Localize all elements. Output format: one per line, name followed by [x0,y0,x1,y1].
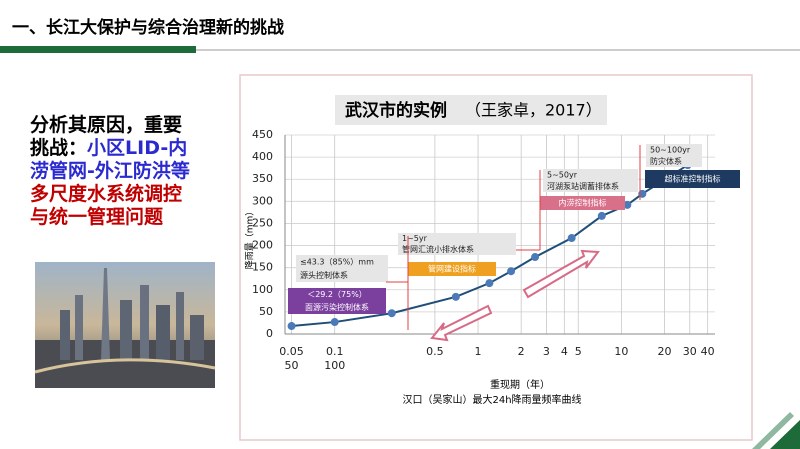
point [451,292,460,301]
annotation-box [645,170,740,188]
left-text-segment: 小区LID-内 [87,136,187,159]
annotation-text: 5~50yr [547,170,578,179]
x-tick-sublabel: 50 [285,359,299,372]
annotation-box [296,255,388,282]
y-tick-label: 450 [252,128,273,141]
left-text-segment: 涝管网-外江防洪等 [30,159,190,182]
annotation-text: 防灾体系 [650,156,682,166]
left-text-segment: 多尺度水系统调控 [30,182,182,205]
arrow-down [430,304,493,342]
point [567,234,576,243]
x-tick-label: 0.05 [279,345,304,358]
annotation-text: 内涝控制指标 [559,198,607,208]
annotation-box [543,169,638,192]
x-tick-label: 5 [575,345,582,358]
annotation-text: 50~100yr [650,145,691,154]
city-photo [34,262,216,388]
x-tick-label: 4 [561,345,568,358]
point [531,253,540,262]
annotation-text: 源头控制体系 [300,270,348,280]
left-text-line: 多尺度水系统调控 [30,182,182,205]
y-tick-label: 0 [266,327,273,340]
left-text-segment: 分析其原因，重要 [30,113,182,136]
x-tick-label: 1 [475,345,482,358]
x-axis-label: 重现期（年） [490,378,550,391]
annotation-box [398,233,516,255]
x-tick-label: 0.1 [326,345,344,358]
y-tick-label: 400 [252,150,273,163]
left-text-line: 涝管网-外江防洪等 [30,159,190,182]
y-tick-label: 200 [252,239,273,252]
y-tick-label: 300 [252,194,273,207]
chart-title-box [335,95,607,125]
left-text: 分析其原因，重要挑战：小区LID-内涝管网-外江防洪等多尺度水系统调控与统一管理… [30,113,190,228]
y-tick-label: 350 [252,172,273,185]
point [485,279,494,288]
x-tick-label: 3 [543,345,550,358]
red-guides [386,145,641,330]
arrow-up [522,249,600,299]
point [287,322,296,331]
x-tick-label: 2 [518,345,525,358]
left-text-segment: 挑战： [30,137,87,159]
slide-title: 一、长江大保护与综合治理新的挑战 [12,17,284,38]
y-tick-label: 250 [252,216,273,229]
title-bar [0,46,196,53]
chart-caption: 汉口（吴家山）最大24h降雨量频率曲线 [402,393,581,406]
left-text-line: 分析其原因，重要 [30,113,182,136]
point [330,318,339,327]
x-tick-label: 40 [701,345,715,358]
annotation-text: 面源污染控制体系 [305,302,369,312]
y-tick-label: 150 [252,261,273,274]
y-tick-label: 100 [252,283,273,296]
y-tick-label: 50 [259,305,273,318]
annotation-text: ≤43.3（85%）mm [300,257,374,266]
x-tick-label: 0.5 [426,345,444,358]
x-tick-label: 30 [683,345,697,358]
left-text-segment: 与统一管理问题 [30,205,163,228]
point [623,200,632,209]
point [597,211,606,220]
annotation-box [540,196,625,210]
corner-decoration [752,412,800,449]
left-text-line: 与统一管理问题 [30,205,163,228]
x-tick-label: 10 [614,345,628,358]
point [507,267,516,276]
y-axis-label: 降雨量（mm） [244,207,256,270]
annotation-text: 管网建设指标 [428,264,476,274]
chart-title: 武汉市的实例 [345,100,447,121]
annotation-text: 河湖泵站调蓄排体系 [547,181,619,191]
x-tick-label: 20 [658,345,672,358]
annotation-box [288,288,386,314]
annotation-box [646,144,702,167]
x-tick-sublabel: 100 [324,359,345,372]
annotation-text: ＜29.2（75%） [307,290,367,299]
chart-title-note: （王家卓，2017） [465,101,602,120]
annotation-text: 管网汇流小排水体系 [402,244,474,254]
annotation-text: 超标准控制指标 [665,174,721,184]
left-text-line: 挑战：小区LID-内 [30,136,187,159]
point [387,309,396,318]
annotation-text: 1~5yr [402,234,428,243]
annotation-box [408,262,496,276]
